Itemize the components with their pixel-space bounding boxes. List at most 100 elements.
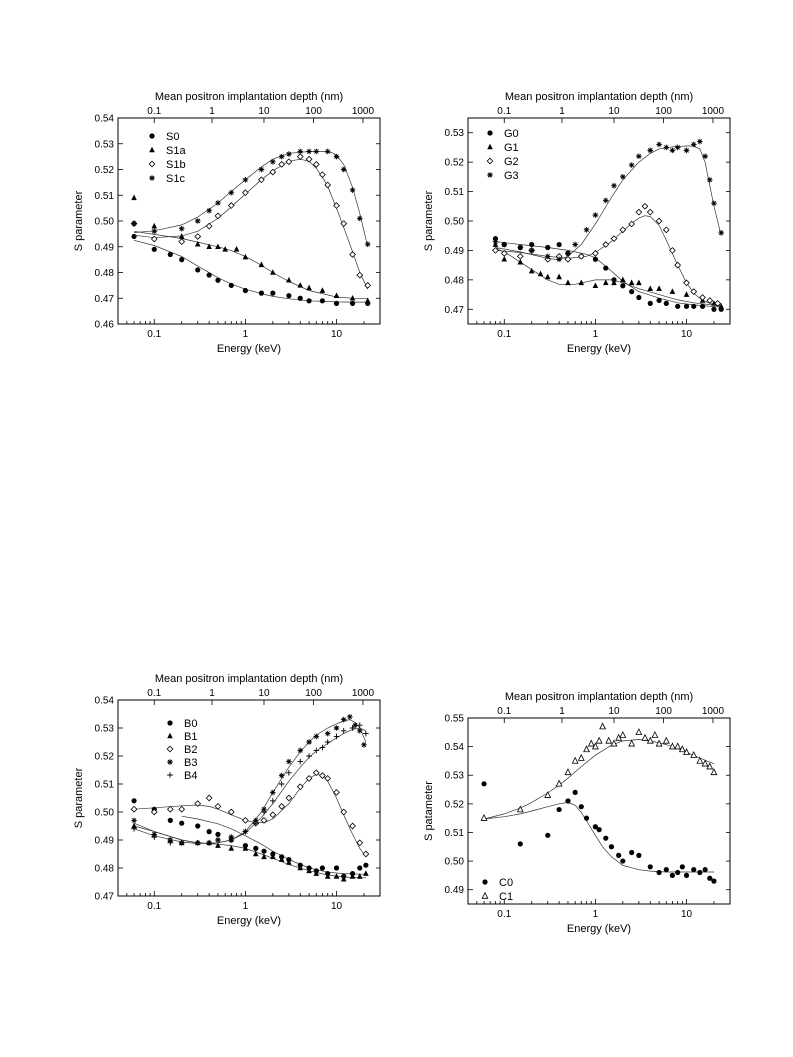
x-axis-title: Energy (keV) — [567, 343, 631, 355]
data-point — [260, 817, 268, 824]
data-point — [364, 241, 371, 247]
legend-label: C1 — [499, 891, 513, 903]
fit-line-b3 — [133, 719, 367, 844]
data-point — [608, 844, 615, 850]
data-point — [603, 265, 609, 271]
data-point — [313, 870, 320, 876]
data-point — [565, 250, 571, 257]
data-point — [683, 872, 690, 878]
x-tick-label: 1 — [593, 329, 599, 340]
data-point — [706, 762, 714, 770]
data-point — [629, 289, 635, 295]
data-point — [656, 285, 662, 291]
y-tick-label: 0.53 — [445, 771, 465, 782]
legend-marker — [149, 146, 155, 153]
data-point — [228, 282, 234, 288]
x-tick-label: 10 — [681, 329, 693, 340]
legend-marker — [149, 133, 155, 139]
data-point — [537, 270, 544, 277]
data-point — [252, 820, 259, 826]
axes: 0.1 1 10 0.49 0.50 0.51 0.52 0.53 0.54 0.55 0.1 1 10… — [445, 706, 731, 920]
data-point — [306, 753, 312, 759]
data-point — [261, 853, 267, 860]
x-tick-label: 0.1 — [497, 329, 511, 340]
data-point — [215, 831, 221, 837]
top-tick-label: 0.1 — [497, 106, 511, 117]
data-point — [296, 153, 304, 160]
top-tick-label: 1 — [559, 706, 565, 717]
series-s1c — [131, 148, 371, 247]
data-point — [215, 842, 221, 848]
y-tick-label: 0.51 — [95, 780, 115, 791]
data-point — [620, 174, 626, 180]
fit-line-s0 — [133, 239, 368, 303]
y-tick-label: 0.47 — [95, 294, 115, 305]
data-point — [517, 258, 524, 265]
legend-marker — [166, 745, 174, 753]
data-point — [636, 852, 642, 858]
legend-marker — [167, 772, 173, 778]
data-point — [205, 222, 213, 230]
data-point — [178, 225, 185, 232]
top-tick-label: 0.1 — [147, 106, 161, 117]
y-tick-label: 0.49 — [95, 836, 115, 847]
data-point — [179, 820, 185, 826]
data-point — [150, 808, 158, 816]
data-point — [641, 733, 649, 741]
data-point — [718, 229, 724, 236]
data-point — [349, 873, 356, 879]
data-point — [286, 151, 292, 157]
data-point — [324, 181, 332, 189]
legend-label: B4 — [184, 770, 197, 782]
data-point — [324, 873, 331, 879]
data-point — [357, 865, 363, 871]
x-axis-title: Energy (keV) — [217, 915, 281, 927]
data-point — [583, 745, 591, 753]
data-point — [194, 233, 202, 240]
data-point — [555, 779, 563, 787]
data-point — [662, 226, 670, 234]
legend-label: S0 — [166, 131, 179, 143]
data-point — [270, 853, 276, 860]
data-point — [710, 768, 718, 776]
data-point — [349, 725, 356, 731]
data-point — [242, 287, 248, 294]
data-point — [544, 791, 552, 798]
data-point — [333, 202, 340, 209]
data-point — [319, 772, 326, 779]
data-point — [349, 822, 356, 830]
data-point — [675, 303, 681, 309]
data-point — [258, 166, 265, 173]
data-point — [564, 768, 572, 776]
data-point — [628, 739, 636, 747]
data-point — [131, 233, 137, 240]
data-point — [167, 840, 174, 846]
data-point — [333, 725, 340, 731]
data-point — [278, 153, 285, 160]
data-point — [131, 817, 137, 824]
data-point — [583, 227, 590, 233]
data-point — [151, 834, 158, 840]
series-s0 — [131, 233, 371, 306]
data-point — [602, 279, 609, 286]
data-point — [529, 241, 535, 248]
data-point — [690, 751, 698, 758]
data-point — [131, 194, 137, 201]
data-point — [711, 878, 717, 884]
data-point — [564, 255, 572, 263]
data-point — [706, 297, 714, 304]
top-tick-label: 0.1 — [147, 688, 161, 699]
data-point — [610, 235, 618, 243]
data-point — [592, 212, 599, 218]
data-point — [528, 247, 535, 254]
data-point — [572, 789, 578, 795]
data-point — [669, 247, 676, 254]
data-point — [501, 255, 508, 262]
data-point — [578, 804, 584, 810]
legend-label: B0 — [184, 718, 197, 730]
data-point — [544, 273, 551, 280]
data-point — [242, 189, 249, 197]
plot-frame — [117, 117, 381, 325]
data-point — [669, 147, 676, 154]
